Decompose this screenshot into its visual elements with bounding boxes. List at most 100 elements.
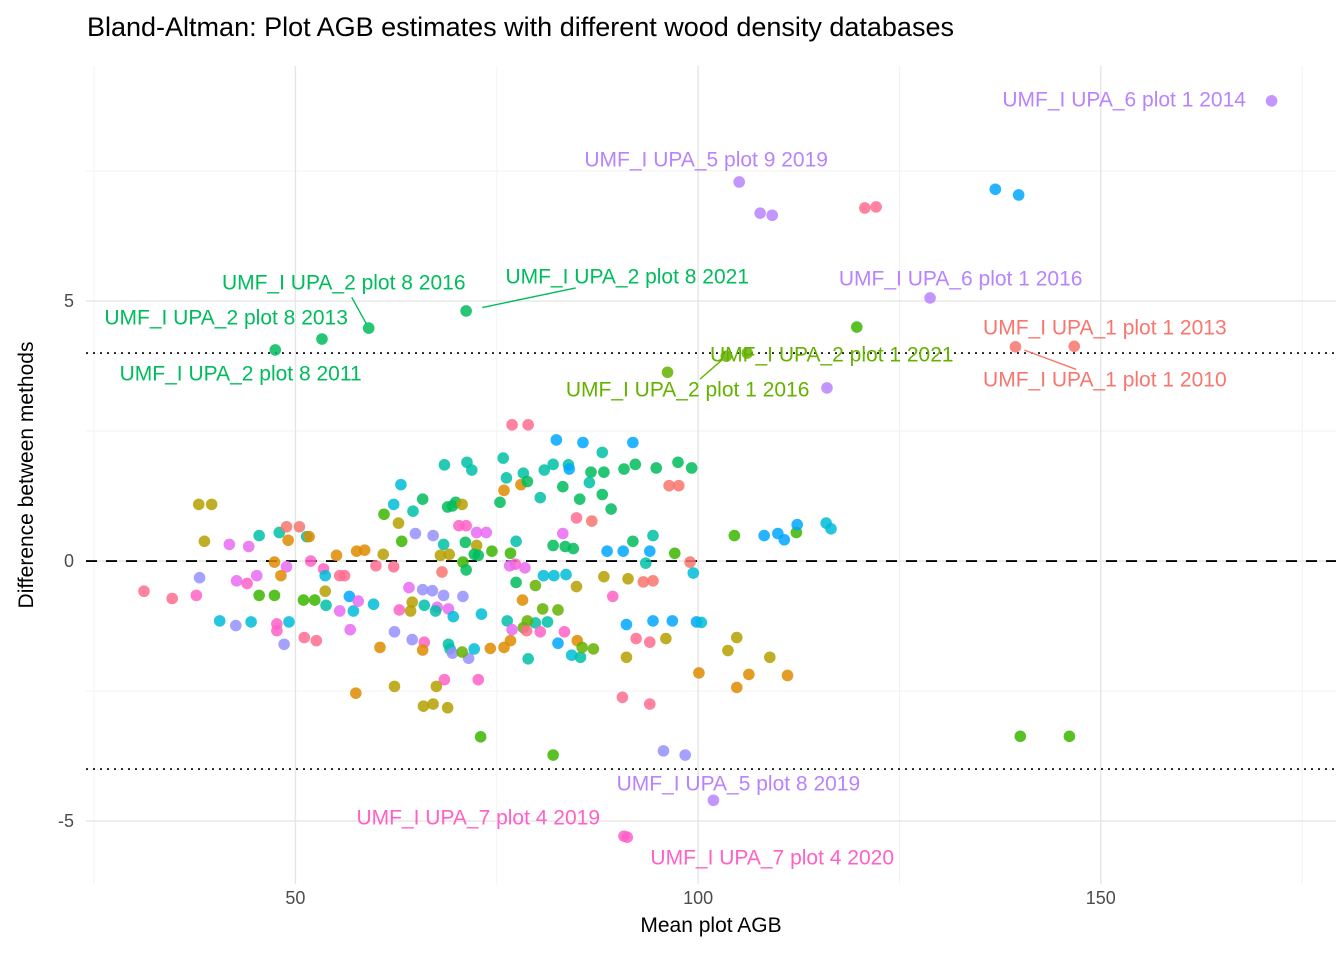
data-point: [438, 673, 451, 686]
plot-title: Bland-Altman: Plot AGB estimates with di…: [87, 12, 954, 42]
data-point: [460, 564, 472, 576]
data-point: [720, 350, 733, 362]
y-tick-label: 0: [64, 551, 74, 571]
data-point: [639, 557, 652, 569]
data-point: [570, 512, 583, 524]
data-point: [516, 594, 529, 606]
data-point: [316, 333, 328, 345]
data-point: [741, 347, 754, 359]
data-point: [486, 545, 498, 557]
data-point: [484, 642, 497, 655]
data-point: [576, 641, 588, 654]
data-point: [283, 616, 295, 628]
data-point: [406, 633, 418, 646]
data-point: [437, 589, 450, 602]
data-point: [870, 201, 882, 213]
data-point: [627, 436, 639, 449]
data-point: [437, 538, 450, 551]
data-point: [500, 472, 513, 484]
data-point: [403, 581, 415, 594]
point-label: UMF_I UPA_1 plot 1 2013: [983, 317, 1227, 340]
data-point: [416, 493, 429, 505]
data-point: [459, 536, 472, 549]
data-point: [308, 594, 321, 606]
data-point: [253, 589, 265, 602]
data-point: [446, 647, 459, 659]
data-point: [330, 549, 343, 562]
data-point: [563, 463, 576, 475]
data-point: [558, 625, 571, 638]
data-point: [547, 539, 559, 552]
data-point: [684, 556, 696, 568]
data-point: [661, 366, 674, 379]
data-point: [758, 529, 770, 542]
data-point: [138, 585, 150, 598]
x-tick-label: 100: [683, 888, 713, 908]
data-point: [293, 520, 306, 533]
data-point: [547, 749, 559, 761]
data-point: [393, 604, 406, 616]
data-point: [620, 651, 633, 664]
data-point: [426, 584, 439, 597]
data-point: [560, 568, 572, 581]
data-point: [192, 498, 205, 511]
data-point: [522, 653, 534, 665]
data-point: [577, 436, 589, 449]
label-leader-line: [699, 359, 723, 380]
data-point: [548, 569, 560, 582]
data-point: [647, 615, 659, 627]
data-point: [230, 575, 243, 587]
point-label: UMF_I UPA_5 plot 9 2019: [584, 149, 828, 172]
data-point: [821, 382, 833, 394]
data-point: [275, 569, 287, 582]
data-point: [552, 637, 564, 650]
data-point: [519, 562, 531, 574]
data-point: [541, 616, 554, 628]
data-point: [643, 698, 656, 710]
data-point: [280, 560, 293, 573]
data-point: [510, 535, 522, 548]
data-point: [679, 749, 692, 761]
data-point: [643, 545, 656, 557]
data-point: [537, 569, 550, 582]
data-point: [601, 545, 613, 557]
data-point: [430, 680, 443, 693]
data-point: [278, 638, 290, 651]
data-point: [475, 608, 488, 620]
data-point: [250, 569, 263, 582]
data-point: [585, 515, 598, 527]
data-point: [456, 646, 468, 658]
data-point: [416, 644, 429, 656]
data-point: [547, 458, 559, 471]
data-point: [693, 667, 705, 679]
data-point: [766, 209, 779, 222]
data-point: [668, 547, 681, 560]
data-point: [606, 590, 619, 603]
data-point: [778, 533, 791, 546]
data-point: [268, 589, 281, 602]
data-point: [193, 571, 206, 584]
data-point: [521, 475, 534, 488]
data-point: [506, 419, 518, 431]
data-point: [501, 615, 514, 627]
data-point: [534, 491, 547, 504]
data-point: [198, 535, 211, 548]
data-point: [627, 535, 639, 548]
point-label: UMF_I UPA_1 plot 1 2010: [983, 369, 1227, 392]
label-leader-line: [351, 296, 367, 324]
point-label: UMF_I UPA_2 plot 8 2021: [505, 266, 749, 289]
data-point: [319, 585, 332, 598]
data-point: [567, 542, 580, 555]
data-point: [510, 576, 522, 589]
data-point: [622, 572, 634, 585]
data-point: [498, 484, 510, 497]
data-point: [427, 698, 439, 710]
data-point: [730, 681, 743, 694]
data-point: [647, 575, 659, 587]
data-point: [687, 567, 700, 579]
data-point: [269, 344, 282, 356]
data-point: [850, 321, 863, 333]
data-point: [395, 478, 407, 491]
data-point: [497, 452, 510, 464]
